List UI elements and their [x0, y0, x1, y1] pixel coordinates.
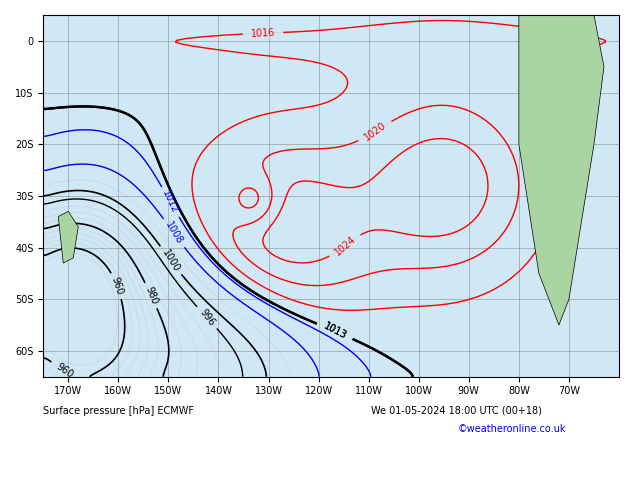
Text: 1013: 1013: [321, 321, 348, 342]
Text: 960: 960: [110, 275, 124, 296]
Text: 1008: 1008: [164, 220, 184, 246]
Polygon shape: [58, 211, 78, 263]
Polygon shape: [519, 15, 604, 325]
Text: 1016: 1016: [250, 27, 276, 39]
Text: 1012: 1012: [160, 189, 180, 215]
Text: We 01-05-2024 18:00 UTC (00+18): We 01-05-2024 18:00 UTC (00+18): [372, 406, 542, 416]
Text: 980: 980: [143, 285, 159, 306]
Text: 960: 960: [54, 361, 75, 380]
Text: 996: 996: [197, 307, 216, 328]
Text: 1020: 1020: [362, 120, 388, 143]
Text: 1013: 1013: [321, 321, 348, 342]
Text: 1024: 1024: [333, 234, 358, 258]
Text: ©weatheronline.co.uk: ©weatheronline.co.uk: [458, 424, 566, 434]
Text: Surface pressure [hPa] ECMWF: Surface pressure [hPa] ECMWF: [43, 406, 194, 416]
Text: 1000: 1000: [160, 247, 181, 273]
